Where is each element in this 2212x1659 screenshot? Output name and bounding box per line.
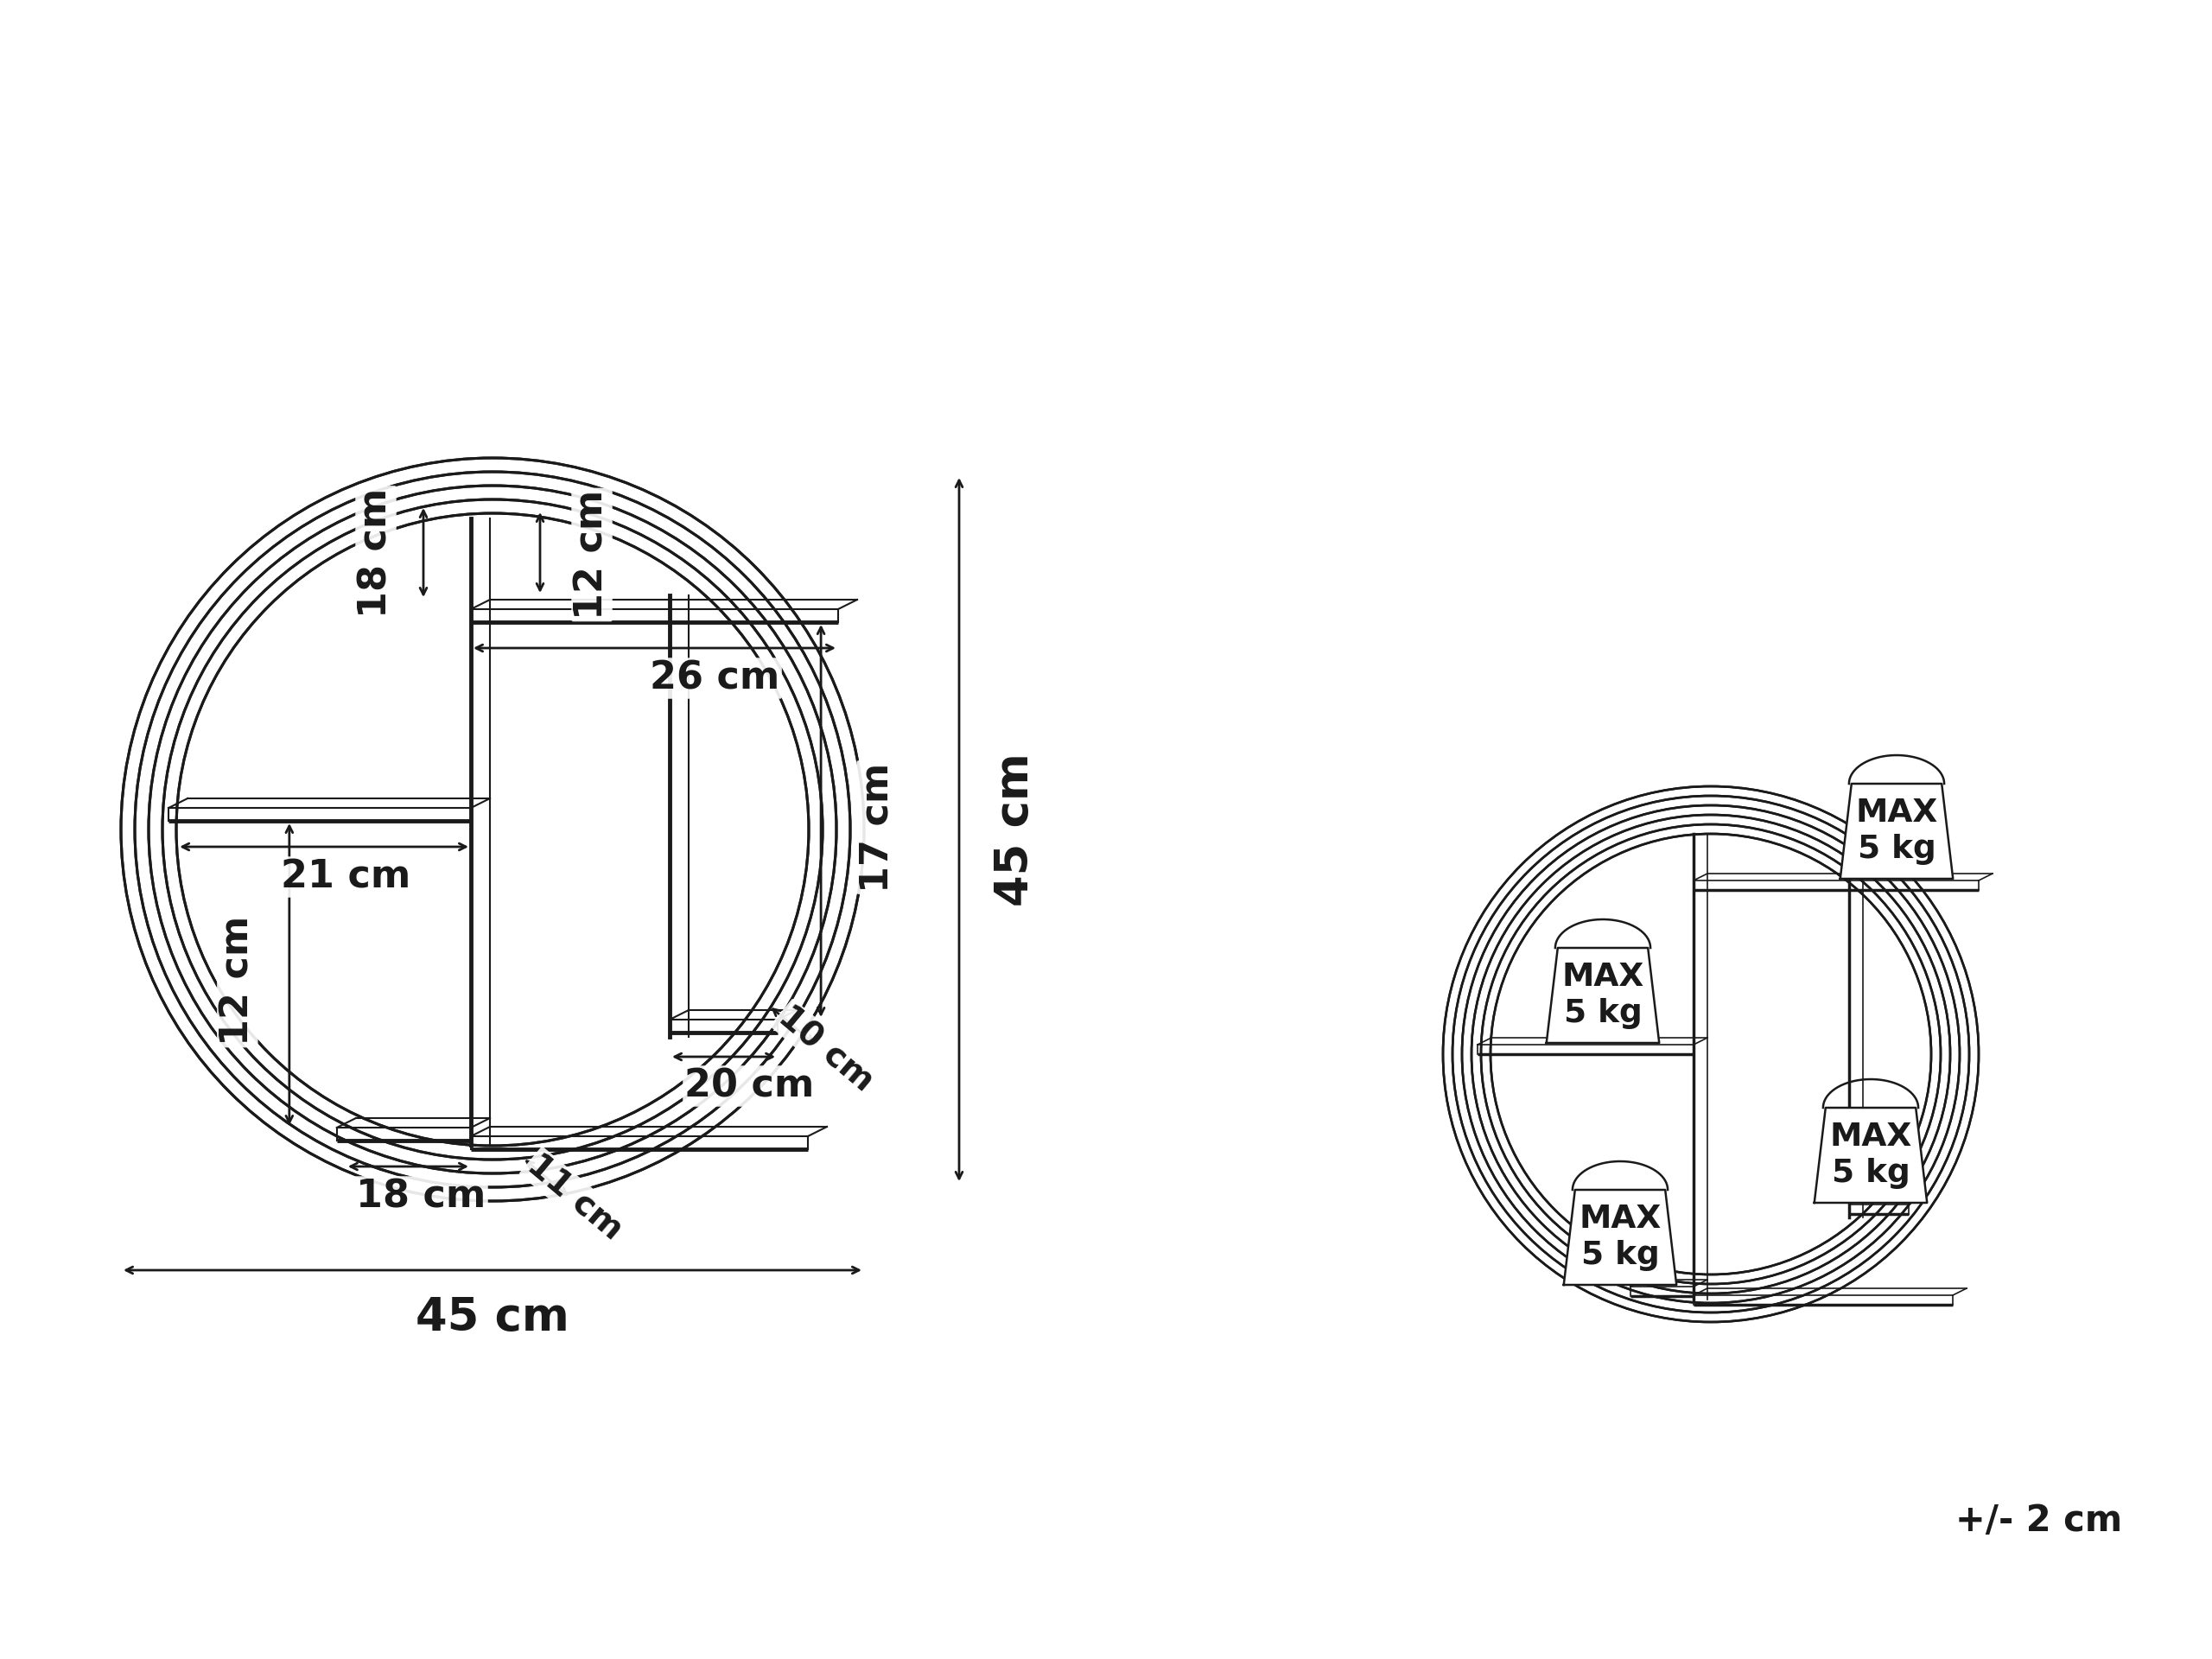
Text: MAX
5 kg: MAX 5 kg [1829,1121,1911,1190]
Text: 20 cm: 20 cm [686,1067,814,1105]
Polygon shape [1564,1190,1677,1284]
Text: 10 cm: 10 cm [772,1000,880,1098]
Text: 12 cm: 12 cm [219,916,257,1045]
Polygon shape [1814,1108,1927,1203]
Text: 18 cm: 18 cm [356,1178,487,1216]
Text: +/- 2 cm: +/- 2 cm [1955,1503,2124,1540]
Text: 45 cm: 45 cm [993,753,1037,906]
Text: MAX
5 kg: MAX 5 kg [1856,798,1938,864]
Text: 26 cm: 26 cm [650,660,781,697]
Text: MAX
5 kg: MAX 5 kg [1579,1204,1661,1271]
Text: MAX
5 kg: MAX 5 kg [1562,962,1644,1029]
Text: 17 cm: 17 cm [858,763,896,893]
Polygon shape [1840,783,1953,879]
Polygon shape [1546,947,1659,1044]
Text: 18 cm: 18 cm [358,488,394,617]
Text: 12 cm: 12 cm [573,489,611,620]
Text: 21 cm: 21 cm [281,858,411,896]
Text: 45 cm: 45 cm [416,1296,568,1340]
Text: 11 cm: 11 cm [522,1148,628,1246]
